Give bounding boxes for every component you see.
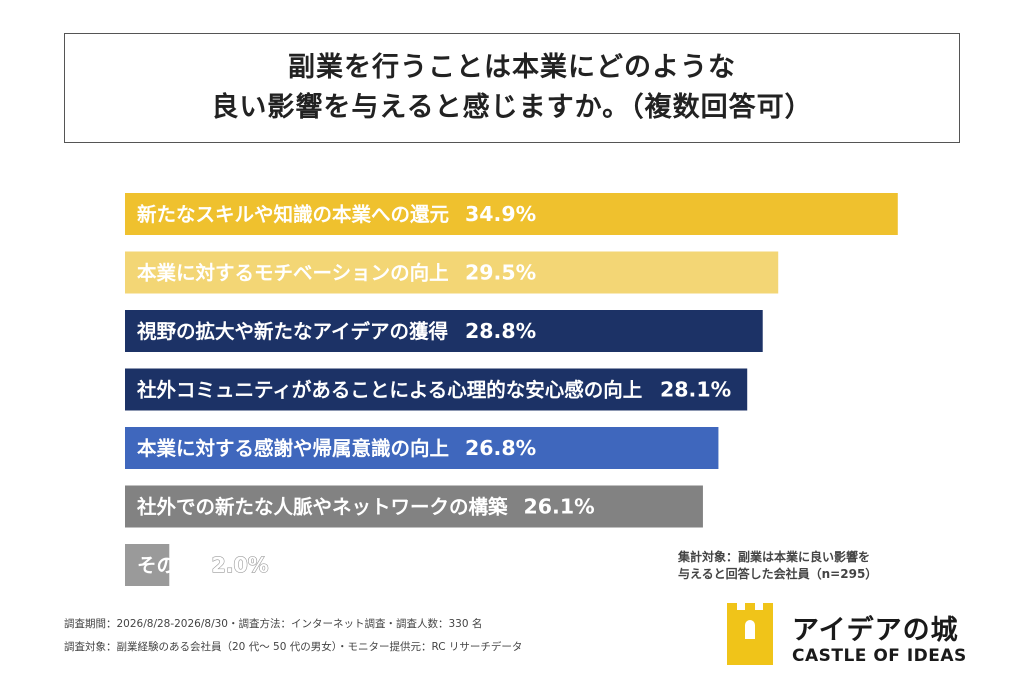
bar-6 [125, 485, 703, 528]
bar-value-label-6: 26.1% [524, 495, 595, 519]
bar-value-label-7: 2.0% [212, 553, 269, 577]
survey-info-line-2: 調査対象：副業経験のある会社員（20 代〜 50 代の男女）・モニター提供元：R… [64, 641, 523, 653]
logo-subtitle: CASTLE OF IDEAS [792, 646, 967, 666]
sample-note-line-2: 与えると回答した会社員（n=295） [678, 567, 878, 581]
bar-4 [125, 368, 748, 411]
bar-chart: 新たなスキルや知識の本業への還元 34.9% 本業に対するモチベーションの向上 29.… [125, 193, 898, 586]
chart-title-line-2: 良い影響を与えると感じますか。（複数回答可） [211, 92, 813, 123]
bar-category-label-3: 視野の拡大や新たなアイデアの獲得 [136, 320, 448, 343]
bar-value-label-2: 29.5% [465, 261, 536, 285]
bar-value-label-1: 34.9% [465, 202, 536, 226]
castle-logo-icon [727, 603, 773, 665]
sample-note: 集計対象：副業は本業に良い影響を 与えると回答した会社員（n=295） [678, 549, 877, 583]
bar-5 [125, 427, 719, 469]
bar-category-label-4: 社外コミュニティがあることによる心理的な安心感の向上 [136, 379, 642, 402]
bar-category-label-5: 本業に対する感謝や帰属意識の向上 [137, 437, 449, 460]
bar-1 [125, 193, 898, 235]
bar-category-label-6: 社外での新たな人脈やネットワークの構築 [136, 496, 508, 519]
bar-7 [125, 544, 170, 586]
survey-info-line-1: 調査期間：2026/8/28-2026/8/30・調査方法：インターネット調査・… [64, 618, 483, 630]
bar-value-label-4: 28.1% [660, 378, 731, 402]
chart-title-box: 副業を行うことは本業にどのような 良い影響を与えると感じますか。（複数回答可） [64, 33, 960, 143]
sample-note-line-1: 集計対象：副業は本業に良い影響を [678, 550, 871, 564]
bar-value-label-5: 26.8% [465, 436, 536, 460]
logo-name: アイデアの城 [792, 615, 959, 646]
bar-2 [125, 251, 779, 294]
bar-category-label-1: 新たなスキルや知識の本業への還元 [137, 203, 450, 226]
bar-3 [125, 310, 763, 352]
bar-category-label-7: その他 [137, 554, 196, 577]
chart-title-line-1: 副業を行うことは本業にどのような [288, 52, 736, 83]
bar-value-label-3: 28.8% [465, 319, 536, 343]
bar-category-label-2: 本業に対するモチベーションの向上 [137, 262, 449, 285]
